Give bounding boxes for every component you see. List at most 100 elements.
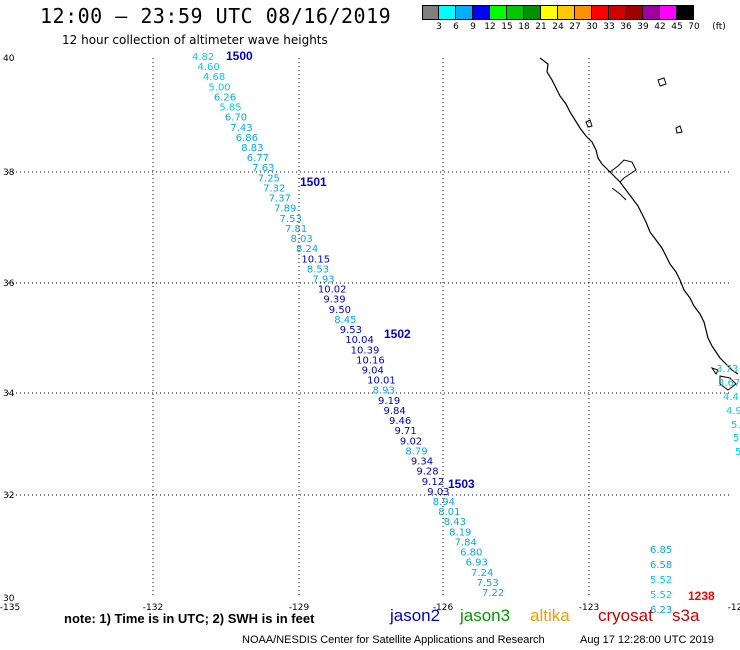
scale-swatch: [643, 5, 660, 20]
scale-swatch: [558, 5, 575, 20]
coastline-detail: [611, 187, 627, 201]
swh-value-label: 10.15: [301, 254, 330, 265]
scale-tick-label: 15: [501, 22, 513, 32]
scale-swatch: [677, 5, 694, 20]
footnote: note: 1) Time is in UTC; 2) SWH is in fe…: [64, 611, 315, 626]
swh-value-label: 7.53: [280, 214, 302, 225]
swh-value-label: 9.84: [384, 406, 406, 417]
scale-tick-label: 18: [518, 22, 530, 32]
swh-value-label: 3.73: [716, 364, 738, 375]
lon-tick-label: -132: [143, 603, 163, 613]
pass-id-label: 1503: [448, 477, 475, 491]
swh-value-label: 7.63: [252, 163, 274, 174]
swh-value-label: 9.39: [323, 295, 345, 306]
swh-value-label: 9.04: [362, 366, 384, 377]
swh-value-label: 8.01: [438, 507, 460, 518]
lon-tick-label: -123: [579, 603, 599, 613]
scale-tick-label: 27: [569, 22, 581, 32]
swh-value-label: 5.52: [650, 590, 672, 601]
credit-line: NOAA/NESDIS Center for Satellite Applica…: [242, 634, 545, 646]
scale-swatch: [660, 5, 677, 20]
swh-value-label: 6.70: [225, 113, 247, 124]
swh-value-label: 6.80: [460, 548, 482, 559]
island: [675, 125, 683, 134]
generated-timestamp: Aug 17 12:28:00 UTC 2019: [580, 634, 714, 646]
swh-value-label: 9.02: [400, 436, 422, 447]
swh-value-label: 8.93: [373, 386, 395, 397]
swh-value-label: 10.01: [367, 376, 396, 387]
swh-value-label: 4.68: [203, 72, 225, 83]
swh-value-label: 7.24: [471, 568, 493, 579]
scale-tick-label: 36: [620, 22, 632, 32]
swh-value-label: 3.67: [718, 378, 740, 389]
lon-tick-label: -12: [728, 603, 740, 613]
scale-tick-label: 6: [453, 22, 459, 32]
scale-tick-label: 45: [671, 22, 683, 32]
lat-tick-label: 34: [3, 389, 15, 399]
swh-value-label: 4.9: [726, 406, 740, 417]
swh-value-label: 5.: [733, 433, 740, 444]
scale-tick-label: 42: [654, 22, 666, 32]
swh-value-label: 5.85: [219, 103, 241, 114]
scale-swatch: [456, 5, 473, 20]
swh-value-label: 8.24: [296, 244, 318, 255]
swh-value-label: 8.94: [433, 497, 455, 508]
swh-value-label: 7.37: [269, 194, 291, 205]
coastline-sf-bay: [609, 159, 637, 183]
scale-swatch: [507, 5, 524, 20]
swh-value-label: 9.19: [378, 396, 400, 407]
color-scale-labels: 3 6 9 12 15 18 21 24 27 30 33 36 39 42 45 70 (ft): [422, 20, 740, 34]
swh-value-label: 5: [735, 447, 740, 458]
pass-id-label: 1501: [300, 175, 327, 189]
lon-tick-label: -126: [433, 603, 454, 613]
page-subtitle: 12 hour collection of altimeter wave hei…: [62, 33, 328, 47]
color-scale: 3 6 9 12 15 18 21 24 27 30 33 36 39 42 45 70 (ft): [422, 5, 740, 34]
channel-island: [710, 367, 719, 375]
swh-value-label: 7.25: [258, 173, 280, 184]
swh-value-label: 9.28: [416, 467, 438, 478]
coastline-california: [539, 57, 739, 375]
swh-value-label: 10.16: [356, 355, 385, 366]
swh-value-label: 6.26: [214, 92, 236, 103]
page-title: 12:00 – 23:59 UTC 08/16/2019: [40, 4, 392, 28]
island: [657, 77, 667, 87]
swh-value-label: 4.4: [723, 392, 739, 403]
swh-value-label: 6.86: [236, 133, 258, 144]
scale-tick-label: 39: [637, 22, 649, 32]
scale-swatch: [541, 5, 558, 20]
swh-value-label: 8.53: [307, 264, 329, 275]
swh-value-label: 4.82: [192, 52, 214, 63]
swh-value-label: 7.84: [455, 537, 477, 548]
swh-value-label: 10.02: [318, 285, 347, 296]
swh-value-label: 7.53: [477, 578, 499, 589]
lat-tick-label: 30: [3, 594, 15, 604]
swh-value-label: 7.93: [312, 274, 334, 285]
swh-value-label: 6.77: [247, 153, 269, 164]
lat-tick-label: 38: [3, 168, 15, 178]
swh-value-label: 8.03: [290, 234, 312, 245]
scale-swatch: [422, 5, 439, 20]
swh-value-label: 6.23: [650, 605, 672, 616]
swh-value-label: 9.46: [389, 416, 411, 427]
swh-value-label: 9.71: [394, 426, 416, 437]
scale-swatch: [626, 5, 643, 20]
swh-value-label: 10.39: [351, 345, 380, 356]
scale-swatch: [524, 5, 541, 20]
legend-jason3: jason3: [460, 606, 511, 625]
swh-value-label: 6.58: [650, 560, 672, 571]
swh-value-label: 9.53: [340, 325, 362, 336]
channel-island: [719, 375, 737, 391]
legend-s3a: s3a: [672, 606, 700, 625]
lat-tick-label: 32: [3, 491, 14, 501]
swh-value-label: 7.43: [230, 123, 252, 134]
scale-tick-label: 3: [436, 22, 442, 32]
scale-swatch: [439, 5, 456, 20]
swh-value-label: 8.83: [241, 143, 263, 154]
island: [585, 119, 593, 128]
pass-id-label: 1500: [226, 49, 253, 63]
scale-swatch: [575, 5, 592, 20]
swh-value-label: 5.52: [650, 575, 672, 586]
swh-value-label: 10.04: [345, 335, 374, 346]
swh-value-label: 7.32: [263, 183, 285, 194]
swh-value-label: 7.89: [274, 204, 296, 215]
